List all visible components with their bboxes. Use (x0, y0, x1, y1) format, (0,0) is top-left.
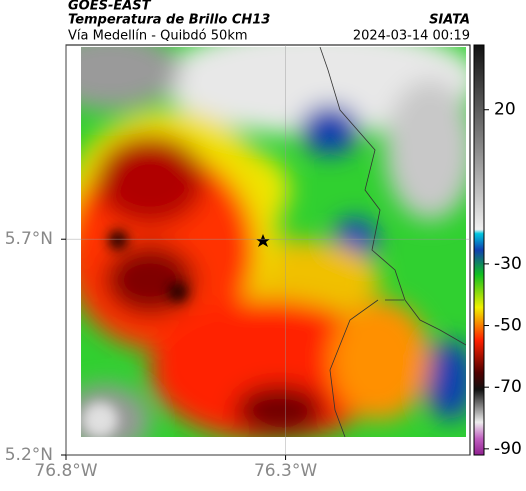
x-tick-label: 76.8°W (34, 461, 97, 481)
timestamp: 2024-03-14 00:19 (353, 29, 470, 44)
subtitle: Temperatura de Brillo CH13 (68, 13, 270, 28)
route: Vía Medellín - Quibdó 50km (68, 29, 248, 44)
colorbar (473, 44, 485, 456)
colorbar-tick-label: 20 (494, 100, 516, 120)
colorbar-tick-label: -50 (494, 316, 522, 336)
y-tick-label: 5.2°N (5, 445, 53, 465)
brightness-image (81, 47, 466, 437)
title: GOES-EAST (68, 0, 152, 14)
colorbar-tick-label: -90 (494, 439, 522, 459)
colorbar-tick-label: -70 (494, 377, 522, 397)
x-tick-label: 76.3°W (254, 461, 317, 481)
location-marker (256, 234, 270, 247)
colorbar-tick-label: -30 (494, 254, 522, 274)
y-tick-label: 5.7°N (5, 229, 53, 249)
source: SIATA (429, 13, 470, 28)
